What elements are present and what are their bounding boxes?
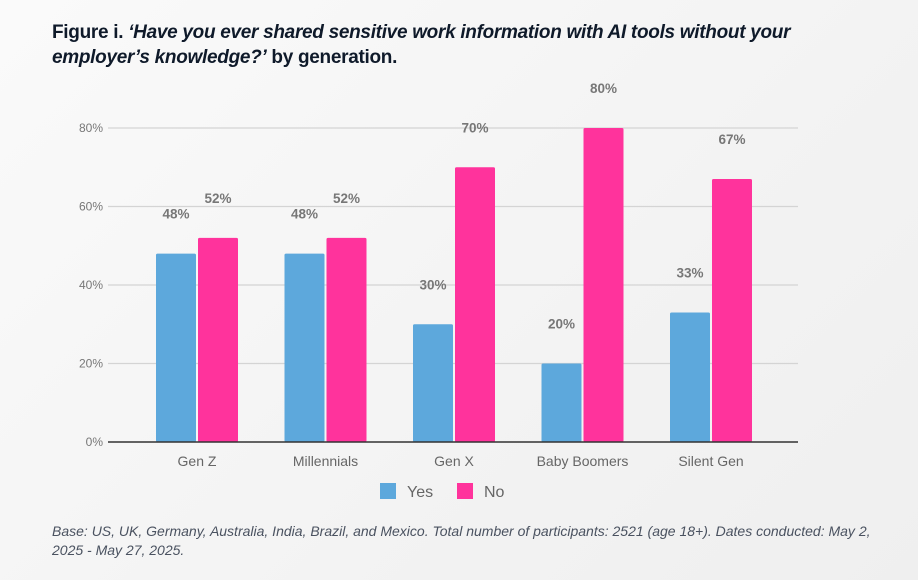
bar-chart: 0% 20% 40% 60% 80% 48% 52% Gen Z 48% 52% Millennia… — [79, 81, 798, 501]
bar-yes — [670, 312, 710, 442]
bar-no — [712, 179, 752, 442]
bar-yes — [156, 253, 196, 442]
data-label: 52% — [333, 191, 360, 206]
survey-question: ‘Have you ever shared sensitive work inf… — [52, 22, 791, 68]
bar-no — [198, 237, 238, 442]
x-tick-label: Silent Gen — [678, 453, 743, 469]
x-tick-label: Gen X — [434, 453, 474, 469]
legend-swatch-no — [457, 483, 473, 499]
title-suffix: by generation. — [266, 47, 398, 68]
legend-label-no: No — [484, 484, 505, 501]
data-label: 48% — [291, 207, 318, 222]
data-label: 48% — [162, 207, 189, 222]
legend-swatch-yes — [380, 483, 396, 499]
bar-no — [326, 237, 367, 442]
y-tick-label: 20% — [79, 357, 103, 371]
data-label: 80% — [590, 81, 617, 96]
x-tick-label: Gen Z — [178, 453, 217, 469]
bar-no — [455, 167, 495, 442]
data-label: 33% — [676, 265, 703, 280]
base-note: Base: US, UK, Germany, Australia, India,… — [52, 523, 871, 558]
data-label: 70% — [461, 120, 488, 135]
y-tick-label: 0% — [86, 435, 104, 449]
legend-label-yes: Yes — [407, 484, 433, 501]
x-tick-label: Millennials — [293, 453, 358, 469]
data-label: 52% — [204, 191, 231, 206]
data-label: 67% — [718, 132, 745, 147]
figure-label: Figure i. — [52, 22, 129, 43]
data-label: 30% — [419, 277, 446, 292]
x-tick-label: Baby Boomers — [537, 453, 629, 469]
data-label: 20% — [548, 317, 575, 332]
y-tick-label: 60% — [79, 200, 103, 214]
bar-no — [583, 128, 624, 442]
bar-yes — [284, 253, 325, 442]
chart-title: Figure i. ‘Have you ever shared sensitiv… — [52, 20, 872, 70]
bar-yes — [413, 324, 453, 442]
y-tick-label: 40% — [79, 278, 103, 292]
y-tick-label: 80% — [79, 121, 103, 135]
bar-yes — [541, 363, 582, 442]
